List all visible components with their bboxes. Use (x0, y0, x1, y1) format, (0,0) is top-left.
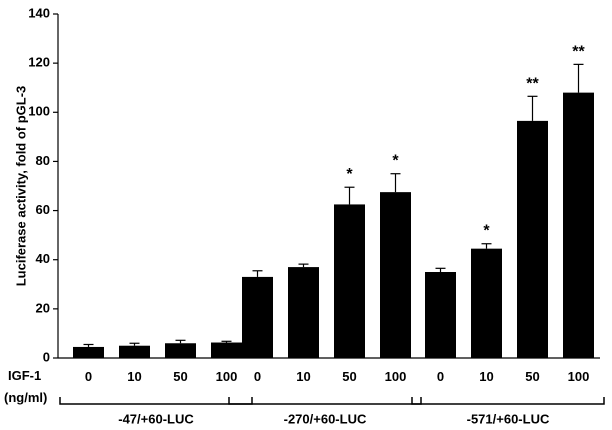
y-tick-label: 0 (43, 349, 50, 364)
category-label: 50 (342, 369, 356, 384)
y-axis: 0 20 40 60 80 100 120 140 (28, 5, 59, 364)
significance-label: * (392, 153, 399, 170)
category-label: 100 (385, 369, 407, 384)
category-label: 50 (525, 369, 539, 384)
category-label: 0 (254, 369, 261, 384)
category-label: 0 (85, 369, 92, 384)
category-label: 100 (216, 369, 238, 384)
y-tick-label: 120 (28, 55, 50, 70)
category-label: 100 (568, 369, 590, 384)
group-brackets: -47/+60-LUC -270/+60-LUC -571/+60-LUC (59, 397, 605, 426)
group-bracket (228, 397, 422, 405)
category-label: 50 (173, 369, 187, 384)
bar (517, 120, 548, 358)
row-unit: (ng/ml) (4, 390, 47, 405)
y-axis-title-group: Luciferase activity, fold of pGL-3 (13, 86, 28, 287)
bar (119, 345, 150, 358)
significance-label: * (483, 223, 490, 240)
group-bracket (411, 397, 605, 405)
category-label: 10 (127, 369, 141, 384)
bars: ******* (73, 43, 594, 358)
bar (211, 342, 242, 358)
y-axis-title: Luciferase activity, fold of pGL-3 (13, 86, 28, 287)
group-label: -270/+60-LUC (284, 411, 367, 426)
category-label: 10 (479, 369, 493, 384)
y-tick-label: 40 (36, 251, 50, 266)
y-tick-label: 100 (28, 104, 50, 119)
significance-label: * (346, 166, 353, 183)
bar (242, 276, 273, 358)
significance-label: ** (526, 75, 539, 92)
y-tick-label: 60 (36, 202, 50, 217)
bar (288, 267, 319, 358)
category-labels: 0 10 50 100 0 10 50 100 0 10 50 100 (85, 369, 589, 384)
bar (165, 343, 196, 358)
category-label: 10 (296, 369, 310, 384)
category-label: 0 (437, 369, 444, 384)
row-label: IGF-1 (8, 368, 41, 383)
bar (563, 92, 594, 358)
bar (425, 272, 456, 358)
y-tick-label: 20 (36, 300, 50, 315)
group-label: -47/+60-LUC (118, 411, 194, 426)
bar (471, 248, 502, 358)
bar (380, 192, 411, 358)
y-tick-label: 80 (36, 153, 50, 168)
bar (73, 346, 104, 358)
y-tick-label: 140 (28, 5, 50, 20)
group-bracket (59, 397, 253, 405)
bar (334, 204, 365, 358)
significance-label: ** (572, 43, 585, 60)
group-label: -571/+60-LUC (467, 411, 550, 426)
